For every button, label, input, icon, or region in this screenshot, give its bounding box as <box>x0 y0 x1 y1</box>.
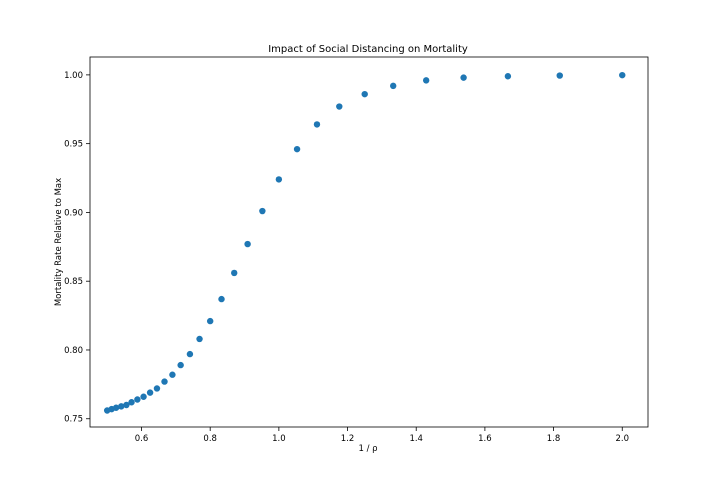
data-point <box>196 335 203 343</box>
data-point <box>460 74 467 81</box>
data-point <box>259 207 266 215</box>
x-tick-label: 1.6 <box>478 434 492 444</box>
data-point <box>619 71 626 79</box>
x-tick-label: 0.8 <box>203 434 217 444</box>
data-point <box>118 403 125 410</box>
data-point <box>161 378 168 385</box>
data-point <box>361 90 368 98</box>
data-point <box>140 393 147 400</box>
chart-title: Impact of Social Distancing on Mortality <box>268 44 468 55</box>
data-point <box>206 317 214 325</box>
y-tick-label: 0.80 <box>64 346 83 356</box>
data-point <box>169 371 176 378</box>
data-point <box>244 240 251 248</box>
x-tick-label: 1.2 <box>341 434 355 444</box>
y-tick-label: 1.00 <box>64 71 83 81</box>
data-point <box>134 396 141 403</box>
data-point <box>275 176 283 183</box>
data-point <box>186 350 194 358</box>
data-point <box>218 295 225 303</box>
y-axis-label: Mortality Rate Relative to Max <box>54 178 64 306</box>
data-point <box>313 121 321 128</box>
data-point <box>556 72 563 79</box>
data-point <box>231 269 238 277</box>
data-point <box>153 385 161 392</box>
data-point <box>146 389 154 396</box>
x-tick-label: 0.6 <box>135 434 149 444</box>
x-tick-label: 1.8 <box>547 434 561 444</box>
y-tick-label: 0.90 <box>64 208 83 218</box>
data-point <box>177 361 184 369</box>
plot-frame <box>89 56 649 428</box>
y-tick-label: 0.85 <box>64 277 83 287</box>
x-tick-label: 1.4 <box>409 434 423 444</box>
data-point <box>422 77 430 84</box>
x-tick-label: 2.0 <box>615 434 629 444</box>
data-point <box>112 404 120 411</box>
plot-area: 0.6 0.8 1.0 1.2 1.4 1.6 1.8 2.0 0.75 0.80 0.85 0.90… <box>64 56 649 444</box>
data-point <box>293 145 301 153</box>
data-point <box>390 82 397 90</box>
data-point <box>336 103 343 110</box>
y-tick-label: 0.75 <box>64 415 83 425</box>
data-point <box>128 399 135 406</box>
data-point <box>123 401 130 409</box>
x-tick-label: 1.0 <box>272 434 286 444</box>
data-point <box>504 73 512 80</box>
x-axis-label: 1 / ρ <box>358 444 377 454</box>
y-tick-label: 0.95 <box>64 140 83 150</box>
